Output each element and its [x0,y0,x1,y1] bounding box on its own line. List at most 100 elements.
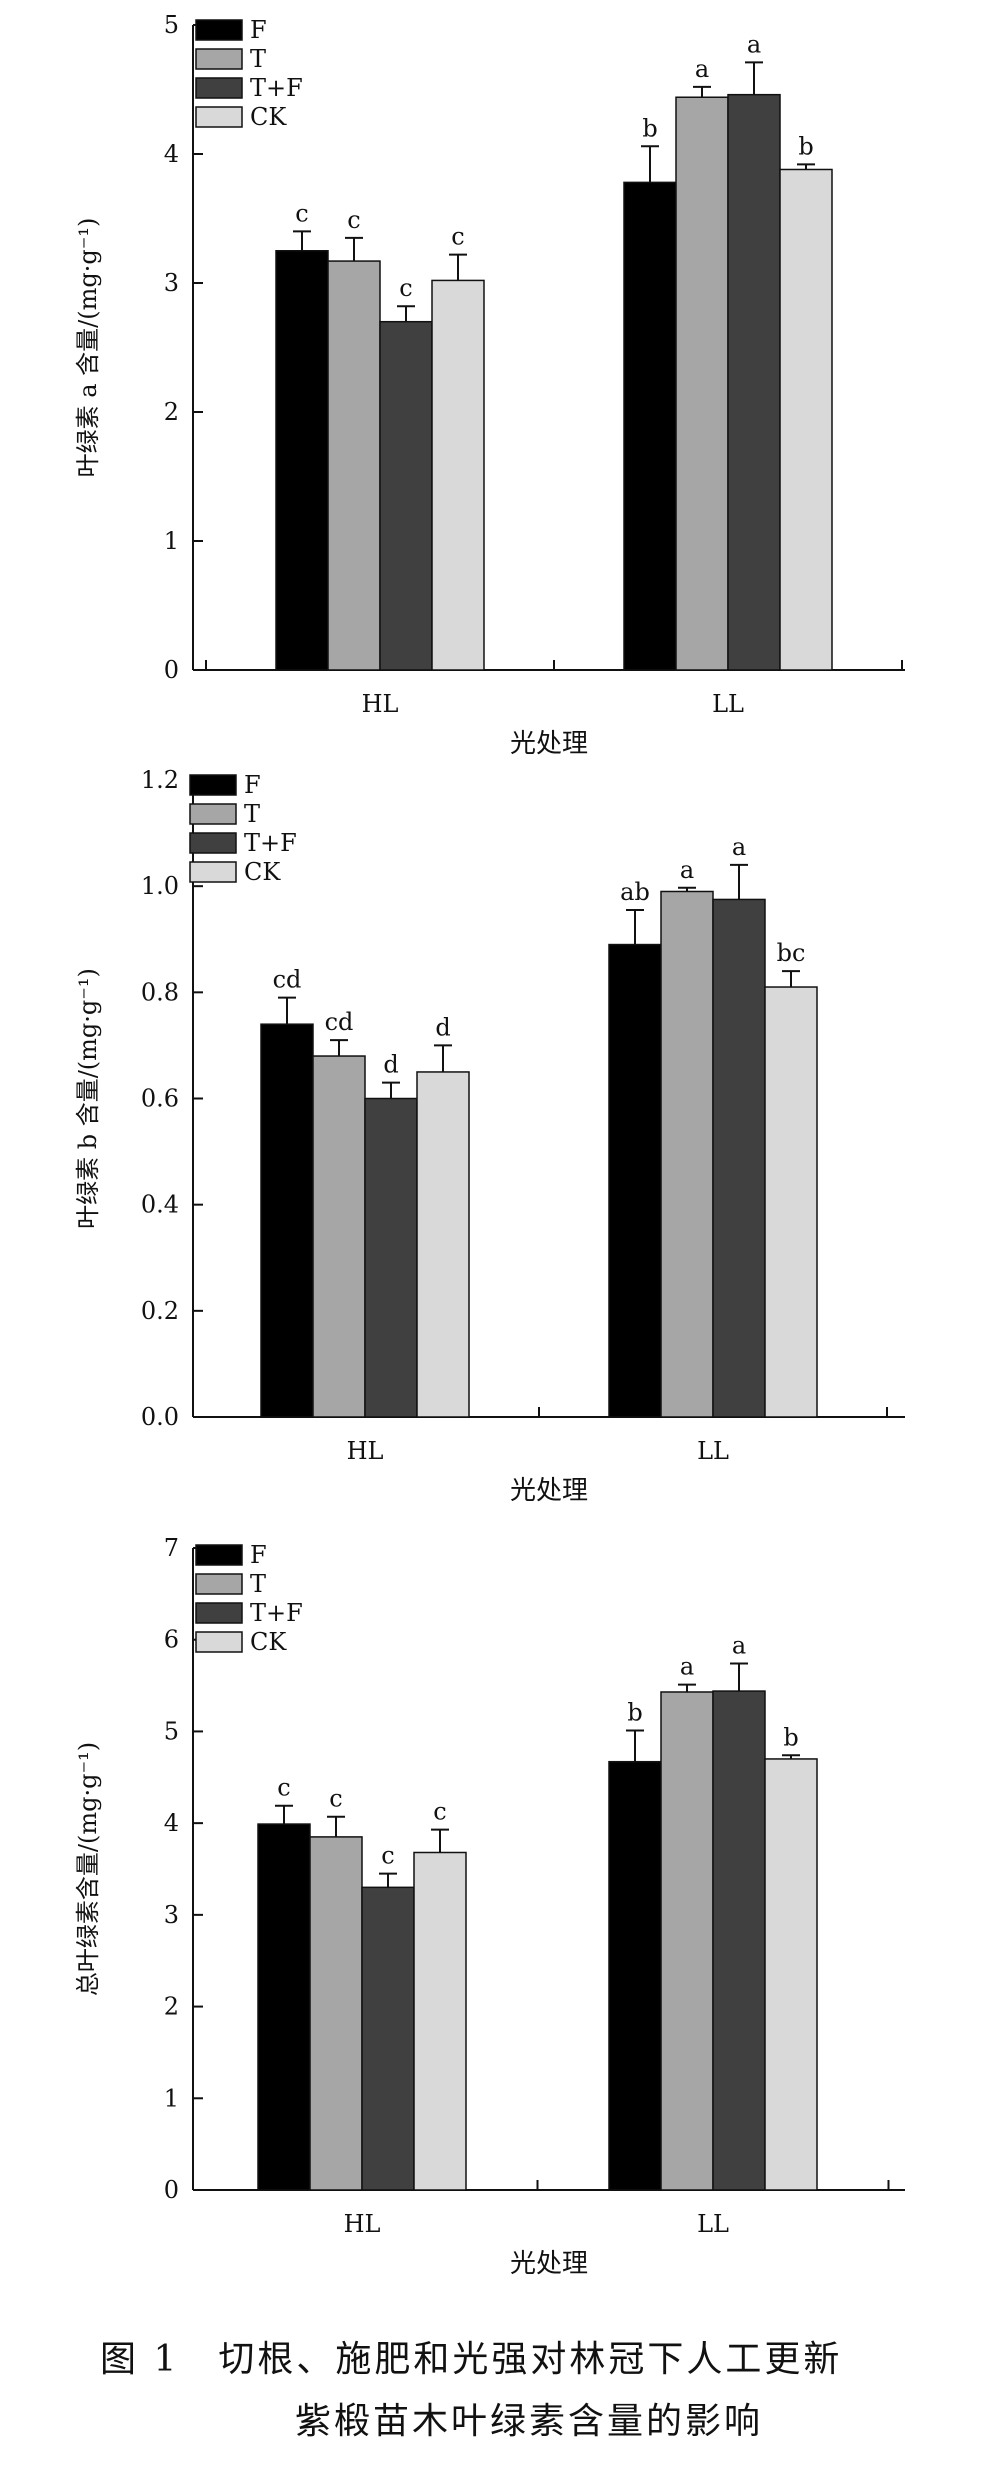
bar-F-LL [608,943,662,1418]
bar-T+F-HL [379,320,433,671]
significance-letter: c [277,1774,290,1802]
legend-swatch-F [189,774,237,796]
y-tick-label: 1 [164,2084,179,2112]
bar-CK-HL [413,1851,467,2191]
y-tick-label: 1.2 [141,766,179,794]
x-axis-label: 光处理 [510,729,588,759]
y-tick-label: 6 [164,1626,179,1654]
legend-label-CK: CK [250,1628,287,1656]
significance-letter: b [798,132,813,160]
legend-label-F: F [250,16,267,44]
bar-T-HL [309,1836,363,2191]
bar-T-LL [660,890,714,1418]
significance-letter: b [783,1723,798,1751]
y-tick-label: 0 [164,2176,179,2204]
significance-letter: b [642,114,657,142]
x-tick-label: LL [712,690,744,718]
figure-caption-line-2: 紫椴苗木叶绿素含量的影响 [295,2401,764,2442]
x-tick-label: HL [362,690,399,718]
significance-letter: c [347,206,360,234]
significance-letter: c [329,1785,342,1813]
y-tick-label: 0.0 [141,1403,179,1431]
bar-T-HL [327,260,381,671]
significance-letter: d [435,1013,450,1041]
bar-CK-HL [416,1071,470,1418]
y-axis-label: 叶绿素 b 含量/(mg·g⁻¹) [74,968,102,1229]
bar-CK-LL [764,1758,818,2191]
significance-letter: d [383,1051,398,1079]
y-tick-label: 5 [164,1717,179,1745]
bar-T-LL [660,1691,714,2191]
legend-swatch-T [195,48,243,70]
significance-letter: bc [777,939,806,967]
significance-letter: c [433,1798,446,1826]
bar-CK-LL [764,986,818,1418]
y-tick-label: 4 [164,140,179,168]
bar-F-HL [257,1823,311,2191]
legend-label-CK: CK [244,858,281,886]
legend-label-T+F: T+F [250,1599,303,1627]
legend-swatch-CK [189,861,237,883]
y-axis-label: 总叶绿素含量/(mg·g⁻¹) [74,1742,102,1996]
significance-letter: a [747,30,761,58]
legend-label-T: T [244,800,260,828]
legend-swatch-CK [195,1631,243,1653]
significance-letter: c [381,1842,394,1870]
significance-letter: a [695,55,709,83]
bar-F-LL [608,1760,662,2191]
legend-label-F: F [244,771,261,799]
y-tick-label: 0.4 [141,1191,179,1219]
significance-letter: cd [273,966,302,994]
y-tick-label: 0.2 [141,1297,179,1325]
y-tick-label: 3 [164,269,179,297]
y-tick-label: 4 [164,1809,179,1837]
bar-CK-LL [779,168,833,671]
bar-T+F-LL [712,898,766,1418]
chart-panel-2: 0.0 0.2 0.4 0.6 0.8 1.0 1.2 HL LL 光处理 叶绿素 b 含量/(mg… [74,766,905,1506]
legend-swatch-T+F [189,832,237,854]
y-tick-label: 0.6 [141,1085,179,1113]
bar-T-HL [312,1055,366,1418]
y-axis-label: 叶绿素 a 含量/(mg·g⁻¹) [74,218,102,478]
significance-letter: a [680,1653,694,1681]
y-tick-label: 3 [164,1901,179,1929]
y-tick-label: 0 [164,656,179,684]
y-tick-label: 5 [164,11,179,39]
legend-swatch-T+F [195,77,243,99]
x-tick-label: HL [344,2210,381,2238]
x-axis-label: 光处理 [510,2249,588,2279]
y-tick-label: 7 [164,1534,179,1562]
y-tick-label: 2 [164,398,179,426]
significance-letter: c [295,199,308,227]
x-tick-label: HL [347,1437,384,1465]
legend-swatch-T [189,803,237,825]
legend-swatch-F [195,1544,243,1566]
legend-label-T: T [250,45,266,73]
bar-F-HL [275,250,329,671]
legend-swatch-CK [195,106,243,128]
y-tick-label: 1 [164,527,179,555]
significance-letter: a [732,833,746,861]
x-tick-label: LL [697,1437,729,1465]
significance-letter: b [627,1699,642,1727]
legend-label-CK: CK [250,103,287,131]
legend-swatch-F [195,19,243,41]
legend-label-T: T [250,1570,266,1598]
legend-label-F: F [250,1541,267,1569]
legend-swatch-T [195,1573,243,1595]
x-tick-label: LL [697,2210,729,2238]
y-tick-label: 0.8 [141,978,179,1006]
y-tick-label: 1.0 [141,872,179,900]
significance-letter: ab [620,878,650,906]
bar-T-LL [675,96,729,671]
bar-T+F-HL [361,1886,415,2191]
significance-letter: a [680,856,694,884]
x-axis-label: 光处理 [510,1476,588,1506]
bar-CK-HL [431,279,485,671]
bar-T+F-HL [364,1097,418,1418]
significance-letter: c [399,274,412,302]
significance-letter: cd [325,1008,354,1036]
